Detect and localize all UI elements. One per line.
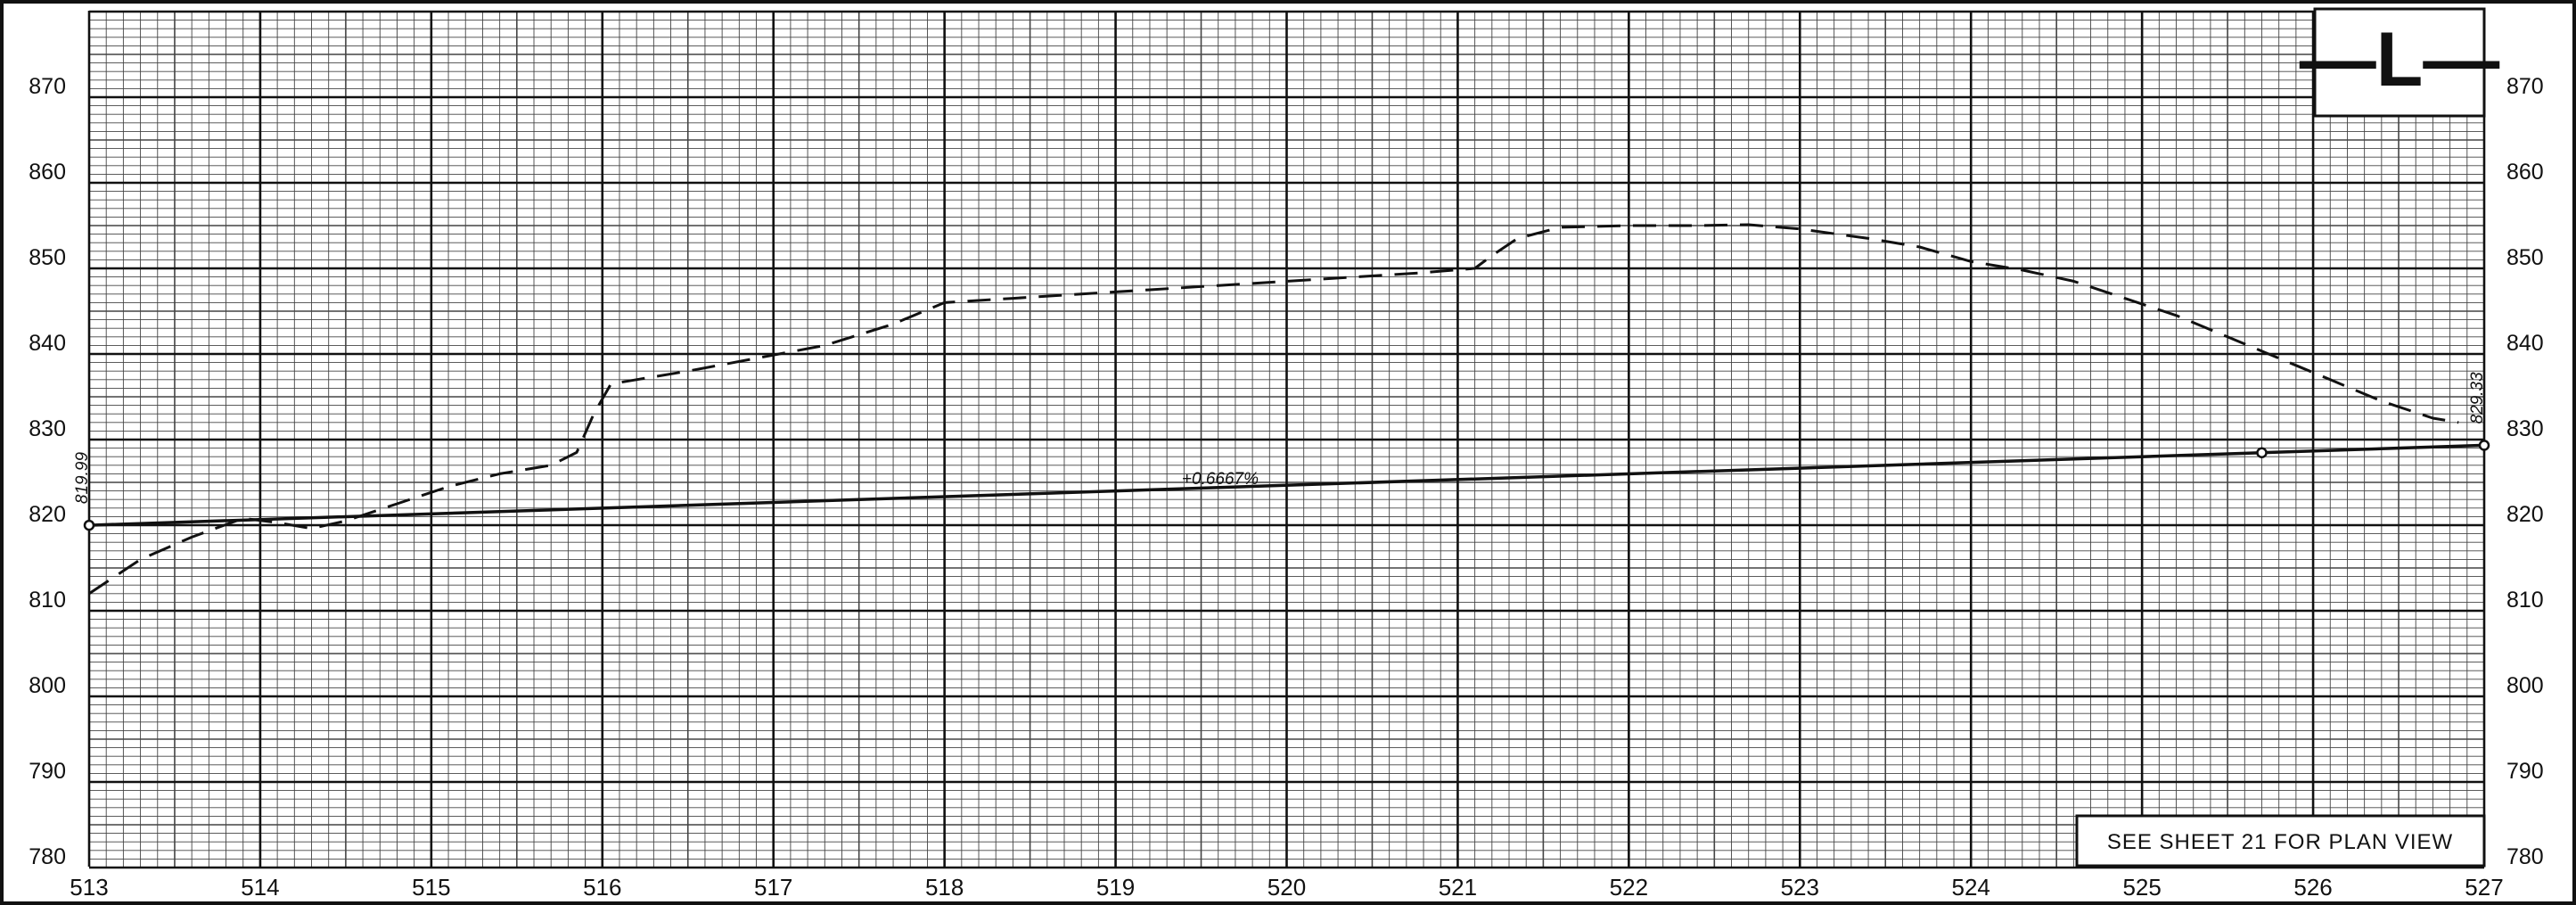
elevation-tick-label-right: 830 — [2506, 416, 2544, 441]
plan-view-note: SEE SHEET 21 FOR PLAN VIEW — [2075, 814, 2486, 868]
elevation-tick-label-right: 850 — [2506, 245, 2544, 270]
title-block: —L— — [2300, 7, 2500, 118]
grade-marker — [2256, 447, 2268, 459]
pvi-point — [83, 519, 95, 531]
elevation-tick-label: 870 — [29, 74, 66, 99]
elevation-tick-label-right: 780 — [2506, 844, 2544, 869]
elevation-tick-label: 850 — [29, 245, 66, 270]
elevation-tick-label-right: 790 — [2506, 759, 2544, 784]
elevation-tick-label: 790 — [29, 759, 66, 784]
existing-ground-line — [88, 223, 2459, 596]
station-tick-label: 524 — [1952, 874, 1990, 901]
profile-lines — [88, 223, 2485, 596]
elevation-tick-label: 830 — [29, 416, 66, 441]
station-tick-label: 514 — [241, 874, 279, 901]
station-tick-label: 523 — [1781, 874, 1819, 901]
station-tick-label: 515 — [412, 874, 450, 901]
elevation-tick-label-right: 870 — [2506, 74, 2544, 99]
elevation-tick-label-right: 810 — [2506, 588, 2544, 613]
proposed-grade-line — [88, 443, 2485, 527]
station-tick-label: 518 — [925, 874, 964, 901]
station-tick-label: 516 — [583, 874, 621, 901]
grade-percent-label: +0.6667% — [1182, 470, 1259, 489]
station-tick-label: 520 — [1267, 874, 1306, 901]
start-elevation-label: 819.99 — [73, 452, 92, 505]
elevation-tick-label-right: 840 — [2506, 331, 2544, 356]
station-tick-label: 517 — [754, 874, 792, 901]
major-grid — [87, 10, 2486, 869]
elevation-tick-label: 780 — [29, 844, 66, 869]
plan-view-note-text: SEE SHEET 21 FOR PLAN VIEW — [2107, 830, 2453, 854]
station-tick-label: 513 — [70, 874, 108, 901]
elevation-tick-label: 820 — [29, 502, 66, 527]
station-tick-label: 519 — [1096, 874, 1135, 901]
elevation-labels-right: 870 860 850 840 830 820 810 800 790 780 — [2506, 74, 2544, 869]
pvi-point — [2478, 440, 2490, 451]
station-labels: 513 514 515 516 517 518 519 520 521 522 523 524 525 5… — [70, 874, 2503, 901]
elevation-tick-label: 810 — [29, 588, 66, 613]
elevation-tick-label-right: 820 — [2506, 502, 2544, 527]
station-tick-label: 521 — [1439, 874, 1477, 901]
alignment-label: —L— — [2300, 17, 2500, 103]
station-tick-label: 526 — [2293, 874, 2332, 901]
station-tick-label: 527 — [2465, 874, 2503, 901]
elevation-tick-label-right: 800 — [2506, 673, 2544, 698]
elevation-tick-label: 800 — [29, 673, 66, 698]
end-elevation-label: 829.33 — [2468, 372, 2487, 424]
station-tick-label: 525 — [2122, 874, 2161, 901]
station-tick-label: 522 — [1610, 874, 1648, 901]
elevation-tick-label: 860 — [29, 160, 66, 185]
elevation-tick-label-right: 860 — [2506, 160, 2544, 185]
profile-annotations: 819.99 829.33 +0.6667% — [73, 372, 2490, 531]
elevation-tick-label: 840 — [29, 331, 66, 356]
elevation-labels-left: 870 860 850 840 830 820 810 800 790 780 — [0, 11, 66, 905]
